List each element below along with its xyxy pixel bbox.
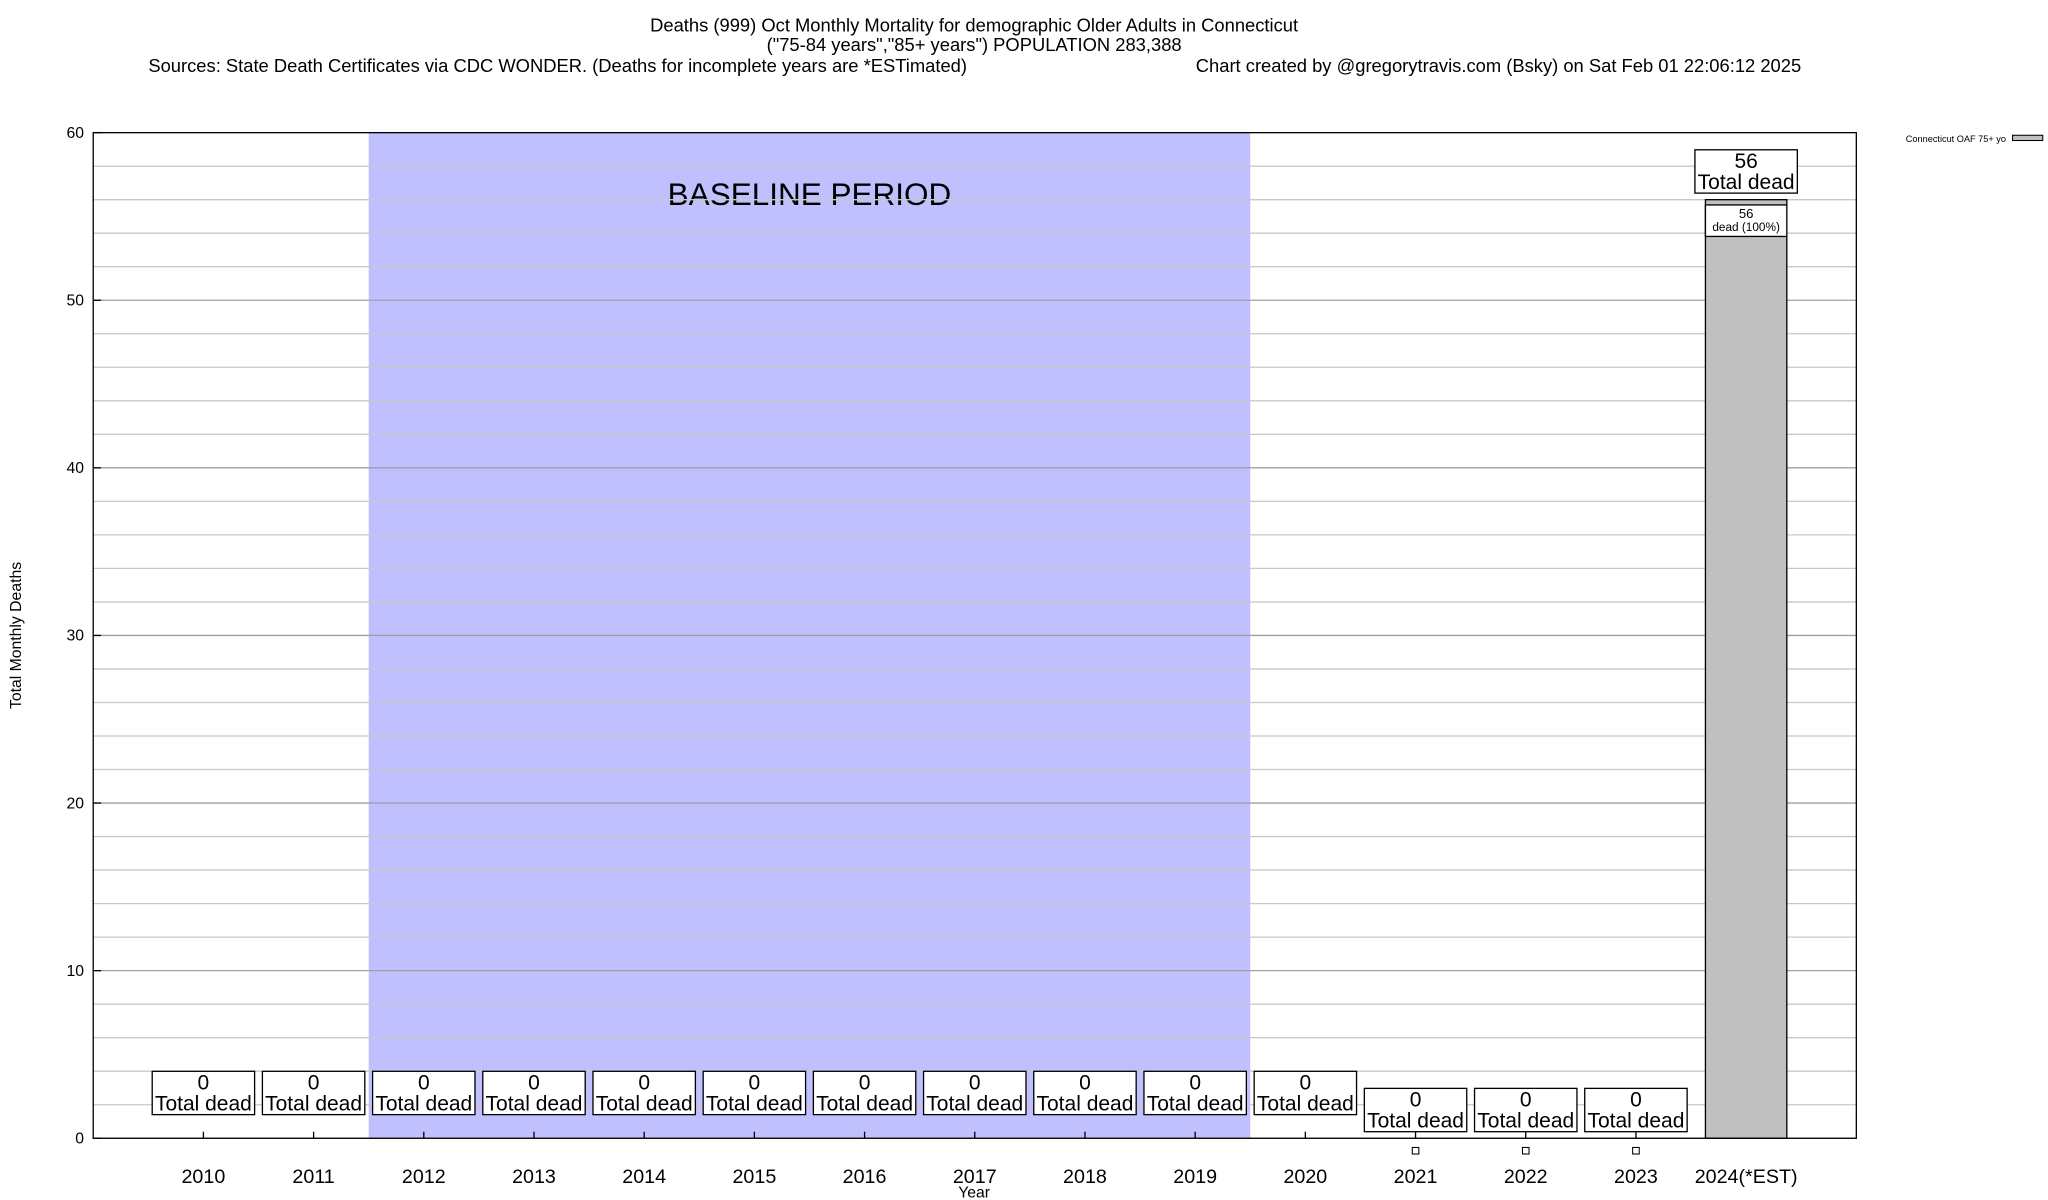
value-label: 0 xyxy=(969,1072,981,1095)
value-label-text: Total dead xyxy=(1477,1110,1574,1133)
y-tick-label: 50 xyxy=(66,292,84,309)
value-label-text: Total dead xyxy=(1257,1093,1354,1116)
legend-swatch xyxy=(2012,134,2044,142)
x-tick-label: 2016 xyxy=(843,1166,887,1188)
plot-frame xyxy=(92,131,1857,1139)
value-label-box xyxy=(592,1070,697,1116)
segment-label: dead (100%) xyxy=(1712,220,1780,234)
x-tick-label: 2011 xyxy=(292,1166,334,1188)
x-tick-label: 2019 xyxy=(1173,1166,1217,1188)
value-label-box xyxy=(1694,149,1798,194)
x-tick-label: 2010 xyxy=(181,1166,225,1188)
value-label-box xyxy=(371,1070,476,1116)
x-tick-label: 2018 xyxy=(1063,1166,1107,1188)
bar xyxy=(1704,199,1788,1139)
value-label-box xyxy=(922,1070,1027,1116)
legend-label: Connecticut OAF 75+ yo xyxy=(1906,134,2006,144)
x-tick-label: 2012 xyxy=(402,1166,446,1188)
value-label: 0 xyxy=(749,1072,761,1095)
value-label: 56 xyxy=(1734,150,1757,173)
value-label: 0 xyxy=(859,1072,871,1095)
value-label: 0 xyxy=(418,1072,430,1095)
value-label-box xyxy=(151,1070,256,1116)
baseline-label: BASELINE PERIOD xyxy=(668,176,952,212)
zero-marker xyxy=(1521,1146,1530,1155)
value-label-text: Total dead xyxy=(706,1093,803,1116)
y-tick-label: 10 xyxy=(66,963,84,980)
value-label-box xyxy=(1584,1087,1688,1133)
chart-subtitle: ("75-84 years","85+ years") POPULATION 2… xyxy=(767,34,1182,55)
value-label-box xyxy=(1473,1087,1578,1133)
value-label-text: Total dead xyxy=(375,1093,472,1116)
y-tick-label: 20 xyxy=(66,795,84,812)
x-tick-label: 2014 xyxy=(622,1166,666,1188)
value-label-text: Total dead xyxy=(926,1093,1023,1116)
value-label: 0 xyxy=(1630,1089,1642,1112)
value-label-text: Total dead xyxy=(155,1093,252,1116)
zero-marker xyxy=(1411,1146,1420,1155)
x-tick-label: 2022 xyxy=(1504,1166,1548,1188)
y-tick-label: 30 xyxy=(66,628,84,645)
value-label-box xyxy=(1253,1070,1358,1116)
zero-marker xyxy=(1632,1146,1640,1155)
value-label-box xyxy=(1033,1070,1137,1116)
value-label: 0 xyxy=(1189,1072,1201,1095)
value-label-text: Total dead xyxy=(486,1093,583,1116)
y-tick-label: 40 xyxy=(66,460,84,477)
value-label-box xyxy=(1143,1070,1248,1116)
value-label-box xyxy=(1363,1087,1468,1133)
x-tick-label: 2023 xyxy=(1614,1166,1658,1188)
credit-note: Chart created by @gregorytravis.com (Bsk… xyxy=(1196,55,1801,76)
value-label-text: Total dead xyxy=(1037,1093,1134,1116)
source-note: Sources: State Death Certificates via CD… xyxy=(148,55,967,76)
value-label-text: Total dead xyxy=(265,1093,362,1116)
value-label: 0 xyxy=(638,1072,650,1095)
value-label-text: Total dead xyxy=(596,1093,693,1116)
value-label: 0 xyxy=(1079,1072,1091,1095)
value-label-box xyxy=(482,1070,586,1116)
x-tick-label: 2017 xyxy=(953,1166,997,1188)
value-label-text: Total dead xyxy=(1698,171,1795,194)
segment-label-box xyxy=(1704,204,1788,238)
value-label-box xyxy=(812,1070,917,1116)
x-tick-label: 2020 xyxy=(1283,1166,1327,1188)
value-label-box xyxy=(702,1070,807,1116)
y-tick-label: 0 xyxy=(75,1131,84,1148)
y-axis-title: Total Monthly Deaths xyxy=(8,562,25,709)
x-tick-label: 2015 xyxy=(732,1166,776,1188)
value-label: 0 xyxy=(1410,1089,1422,1112)
x-axis-title: Year xyxy=(958,1184,990,1200)
value-label-text: Total dead xyxy=(1147,1093,1244,1116)
value-label-text: Total dead xyxy=(816,1093,913,1116)
value-label-text: Total dead xyxy=(1587,1110,1684,1133)
value-label-text: Total dead xyxy=(1367,1110,1464,1133)
value-label-box xyxy=(261,1070,366,1116)
x-tick-label: 2021 xyxy=(1394,1166,1438,1188)
y-tick-label: 60 xyxy=(66,125,84,142)
value-label: 0 xyxy=(308,1072,320,1095)
x-tick-label: 2024(*EST) xyxy=(1695,1166,1798,1188)
value-label: 0 xyxy=(198,1072,210,1095)
x-tick-label: 2013 xyxy=(512,1166,556,1188)
segment-value-label: 56 xyxy=(1739,206,1754,221)
value-label: 0 xyxy=(1300,1072,1312,1095)
value-label: 0 xyxy=(528,1072,540,1095)
chart-title: Deaths (999) Oct Monthly Mortality for d… xyxy=(650,15,1298,36)
value-label: 0 xyxy=(1520,1089,1532,1112)
